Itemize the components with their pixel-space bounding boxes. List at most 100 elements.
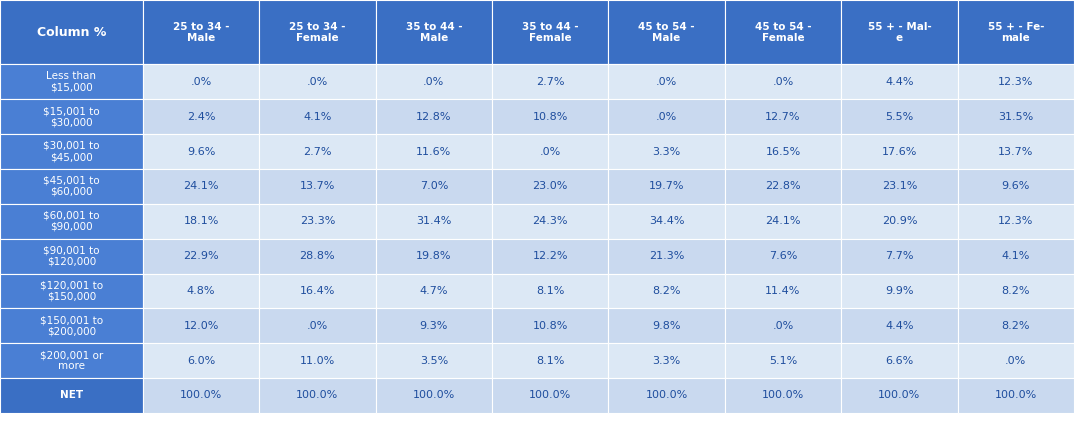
Bar: [259, 134, 376, 169]
Text: 45 to 54 -
Male: 45 to 54 - Male: [638, 22, 695, 43]
Text: 12.8%: 12.8%: [416, 111, 451, 122]
Bar: [725, 64, 841, 99]
Bar: [958, 343, 1074, 378]
Bar: [143, 169, 259, 204]
Bar: [958, 169, 1074, 204]
Bar: [0, 239, 143, 274]
Text: 100.0%: 100.0%: [180, 390, 222, 400]
Text: 4.1%: 4.1%: [1002, 251, 1030, 261]
Text: NET: NET: [60, 390, 83, 400]
Text: 19.8%: 19.8%: [416, 251, 451, 261]
Bar: [492, 169, 608, 204]
Bar: [376, 169, 492, 204]
Bar: [376, 64, 492, 99]
Bar: [725, 343, 841, 378]
Bar: [492, 204, 608, 239]
Text: 12.0%: 12.0%: [184, 321, 219, 331]
Bar: [143, 274, 259, 308]
Text: .0%: .0%: [656, 111, 678, 122]
Bar: [725, 308, 841, 343]
Text: 4.4%: 4.4%: [885, 77, 914, 87]
Bar: [725, 378, 841, 413]
Bar: [0, 64, 143, 99]
Text: 22.9%: 22.9%: [184, 251, 219, 261]
Text: 8.2%: 8.2%: [1002, 321, 1030, 331]
Bar: [841, 204, 958, 239]
Bar: [376, 378, 492, 413]
Bar: [608, 64, 725, 99]
Text: 12.7%: 12.7%: [766, 111, 801, 122]
Text: 12.3%: 12.3%: [998, 216, 1033, 226]
Bar: [376, 134, 492, 169]
Bar: [841, 308, 958, 343]
Bar: [492, 64, 608, 99]
Bar: [841, 99, 958, 134]
Bar: [259, 274, 376, 308]
Bar: [958, 274, 1074, 308]
Text: 18.1%: 18.1%: [184, 216, 219, 226]
Bar: [608, 169, 725, 204]
Bar: [259, 343, 376, 378]
Bar: [376, 204, 492, 239]
Text: $15,001 to
$30,000: $15,001 to $30,000: [43, 106, 100, 127]
Text: 9.6%: 9.6%: [187, 147, 215, 157]
Text: 100.0%: 100.0%: [412, 390, 455, 400]
Text: $45,001 to
$60,000: $45,001 to $60,000: [43, 176, 100, 197]
Text: 24.1%: 24.1%: [766, 216, 801, 226]
Text: 8.1%: 8.1%: [536, 286, 565, 296]
Bar: [958, 239, 1074, 274]
Bar: [841, 0, 958, 64]
Text: 100.0%: 100.0%: [296, 390, 338, 400]
Text: $200,001 or
more: $200,001 or more: [40, 350, 103, 371]
Bar: [608, 134, 725, 169]
Text: 28.8%: 28.8%: [300, 251, 335, 261]
Bar: [143, 64, 259, 99]
Bar: [259, 169, 376, 204]
Text: 25 to 34 -
Male: 25 to 34 - Male: [173, 22, 229, 43]
Text: 9.8%: 9.8%: [652, 321, 681, 331]
Text: $150,001 to
$200,000: $150,001 to $200,000: [40, 315, 103, 337]
Bar: [608, 99, 725, 134]
Text: 7.0%: 7.0%: [420, 181, 448, 191]
Text: 3.5%: 3.5%: [420, 356, 448, 366]
Bar: [0, 343, 143, 378]
Bar: [376, 308, 492, 343]
Text: 13.7%: 13.7%: [998, 147, 1033, 157]
Bar: [0, 274, 143, 308]
Bar: [492, 0, 608, 64]
Bar: [259, 204, 376, 239]
Text: 21.3%: 21.3%: [649, 251, 684, 261]
Text: 5.5%: 5.5%: [885, 111, 914, 122]
Text: 35 to 44 -
Male: 35 to 44 - Male: [406, 22, 462, 43]
Bar: [841, 239, 958, 274]
Text: $30,001 to
$45,000: $30,001 to $45,000: [43, 141, 100, 162]
Bar: [143, 378, 259, 413]
Text: 55 + - Mal-
e: 55 + - Mal- e: [868, 22, 931, 43]
Text: $60,001 to
$90,000: $60,001 to $90,000: [43, 210, 100, 232]
Text: 8.1%: 8.1%: [536, 356, 565, 366]
Text: 24.1%: 24.1%: [184, 181, 219, 191]
Text: 4.4%: 4.4%: [885, 321, 914, 331]
Bar: [725, 0, 841, 64]
Text: 20.9%: 20.9%: [882, 216, 917, 226]
Bar: [143, 134, 259, 169]
Bar: [725, 99, 841, 134]
Bar: [608, 378, 725, 413]
Bar: [608, 308, 725, 343]
Bar: [0, 204, 143, 239]
Text: 11.0%: 11.0%: [300, 356, 335, 366]
Bar: [725, 134, 841, 169]
Bar: [0, 169, 143, 204]
Bar: [492, 134, 608, 169]
Bar: [492, 239, 608, 274]
Text: 12.3%: 12.3%: [998, 77, 1033, 87]
Bar: [143, 0, 259, 64]
Text: 31.4%: 31.4%: [416, 216, 451, 226]
Text: 4.7%: 4.7%: [420, 286, 448, 296]
Text: .0%: .0%: [656, 77, 678, 87]
Bar: [958, 378, 1074, 413]
Bar: [958, 64, 1074, 99]
Text: 100.0%: 100.0%: [995, 390, 1036, 400]
Text: 25 to 34 -
Female: 25 to 34 - Female: [289, 22, 346, 43]
Bar: [143, 343, 259, 378]
